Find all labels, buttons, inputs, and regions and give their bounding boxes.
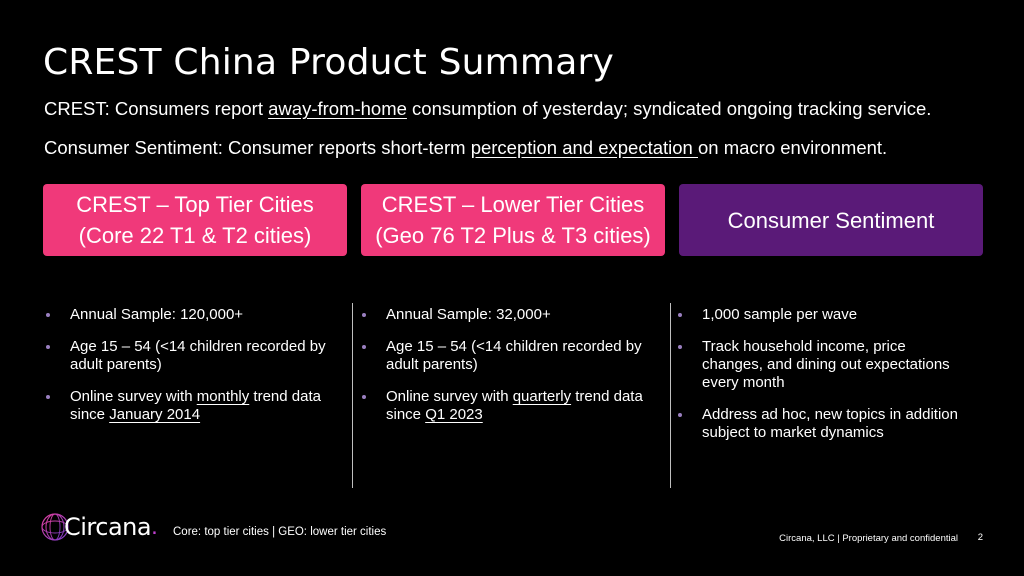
list-item-frequency: monthly (196, 388, 250, 405)
list-item: Track household income, price changes, a… (676, 338, 966, 392)
column-consumer-sentiment: 1,000 sample per wave Track household in… (676, 306, 966, 456)
box-crest-top-tier-line2: (Core 22 T1 & T2 cities) (78, 223, 312, 248)
list-item-start-date: January 2014 (109, 406, 201, 423)
bullet-list: Annual Sample: 32,000+ Age 15 – 54 (<14 … (360, 306, 650, 424)
list-item-prefix: Online survey with (386, 388, 513, 405)
bullet-dot-icon (362, 395, 366, 399)
circana-logo-icon (41, 513, 69, 541)
sentiment-description-prefix: Consumer Sentiment: Consumer reports sho… (44, 137, 471, 158)
page-number: 2 (977, 532, 983, 543)
list-item-text: Age 15 – 54 (<14 children recorded by ad… (386, 338, 642, 373)
box-crest-top-tier-line1: CREST – Top Tier Cities (76, 192, 314, 217)
list-item: 1,000 sample per wave (676, 306, 966, 324)
crest-description-underlined: away-from-home (268, 98, 407, 119)
slide-title: CREST China Product Summary (43, 42, 614, 83)
list-item-text: Address ad hoc, new topics in addition s… (702, 406, 958, 441)
list-item-prefix: Online survey with (70, 388, 197, 405)
bullet-dot-icon (46, 395, 50, 399)
bullet-dot-icon (678, 413, 682, 417)
crest-description: CREST: Consumers report away-from-home c… (44, 98, 931, 120)
bullet-list: 1,000 sample per wave Track household in… (676, 306, 966, 442)
crest-description-prefix: CREST: Consumers report (44, 98, 269, 119)
column-lower-tier: Annual Sample: 32,000+ Age 15 – 54 (<14 … (360, 306, 650, 438)
crest-description-suffix: consumption of yesterday; syndicated ong… (406, 98, 932, 119)
list-item-start-date: Q1 2023 (425, 406, 483, 423)
list-item-text: 1,000 sample per wave (702, 306, 858, 323)
list-item: Annual Sample: 120,000+ (44, 306, 334, 324)
bullet-dot-icon (46, 345, 50, 349)
bullet-dot-icon (46, 313, 50, 317)
column-divider (670, 303, 671, 488)
list-item-text: Annual Sample: 32,000+ (386, 306, 551, 323)
circana-logo: Circana. (40, 512, 158, 542)
list-item: Online survey with monthly trend data si… (44, 388, 334, 424)
sentiment-description: Consumer Sentiment: Consumer reports sho… (44, 137, 887, 159)
box-consumer-sentiment-label: Consumer Sentiment (727, 207, 935, 233)
box-crest-lower-tier-line1: CREST – Lower Tier Cities (381, 192, 645, 217)
logo-dot: . (151, 513, 158, 540)
box-crest-lower-tier-line2: (Geo 76 T2 Plus & T3 cities) (375, 223, 651, 248)
confidentiality-notice: Circana, LLC | Proprietary and confident… (779, 533, 958, 544)
list-item-mid: trend data since (386, 388, 643, 423)
list-item-mid: trend data since (70, 388, 321, 423)
box-consumer-sentiment: Consumer Sentiment (679, 184, 983, 256)
bullet-dot-icon (678, 345, 682, 349)
column-divider (352, 303, 353, 488)
logo-wordmark: Circana (64, 513, 152, 541)
bullet-list: Annual Sample: 120,000+ Age 15 – 54 (<14… (44, 306, 334, 424)
bullet-dot-icon (678, 313, 682, 317)
footnote: Core: top tier cities | GEO: lower tier … (173, 526, 387, 538)
list-item: Online survey with quarterly trend data … (360, 388, 650, 424)
box-crest-lower-tier: CREST – Lower Tier Cities (Geo 76 T2 Plu… (361, 184, 665, 256)
list-item: Address ad hoc, new topics in addition s… (676, 406, 966, 442)
list-item: Age 15 – 54 (<14 children recorded by ad… (44, 338, 334, 374)
list-item: Annual Sample: 32,000+ (360, 306, 650, 324)
bullet-dot-icon (362, 345, 366, 349)
sentiment-description-suffix: on macro environment. (698, 137, 888, 158)
box-crest-top-tier: CREST – Top Tier Cities (Core 22 T1 & T2… (43, 184, 347, 256)
bullet-dot-icon (362, 313, 366, 317)
list-item: Age 15 – 54 (<14 children recorded by ad… (360, 338, 650, 374)
column-top-tier: Annual Sample: 120,000+ Age 15 – 54 (<14… (44, 306, 334, 438)
list-item-text: Age 15 – 54 (<14 children recorded by ad… (70, 338, 326, 373)
list-item-text: Annual Sample: 120,000+ (70, 306, 244, 323)
sentiment-description-underlined: perception and expectation (470, 137, 698, 158)
list-item-frequency: quarterly (512, 388, 572, 405)
list-item-text: Track household income, price changes, a… (702, 338, 950, 391)
